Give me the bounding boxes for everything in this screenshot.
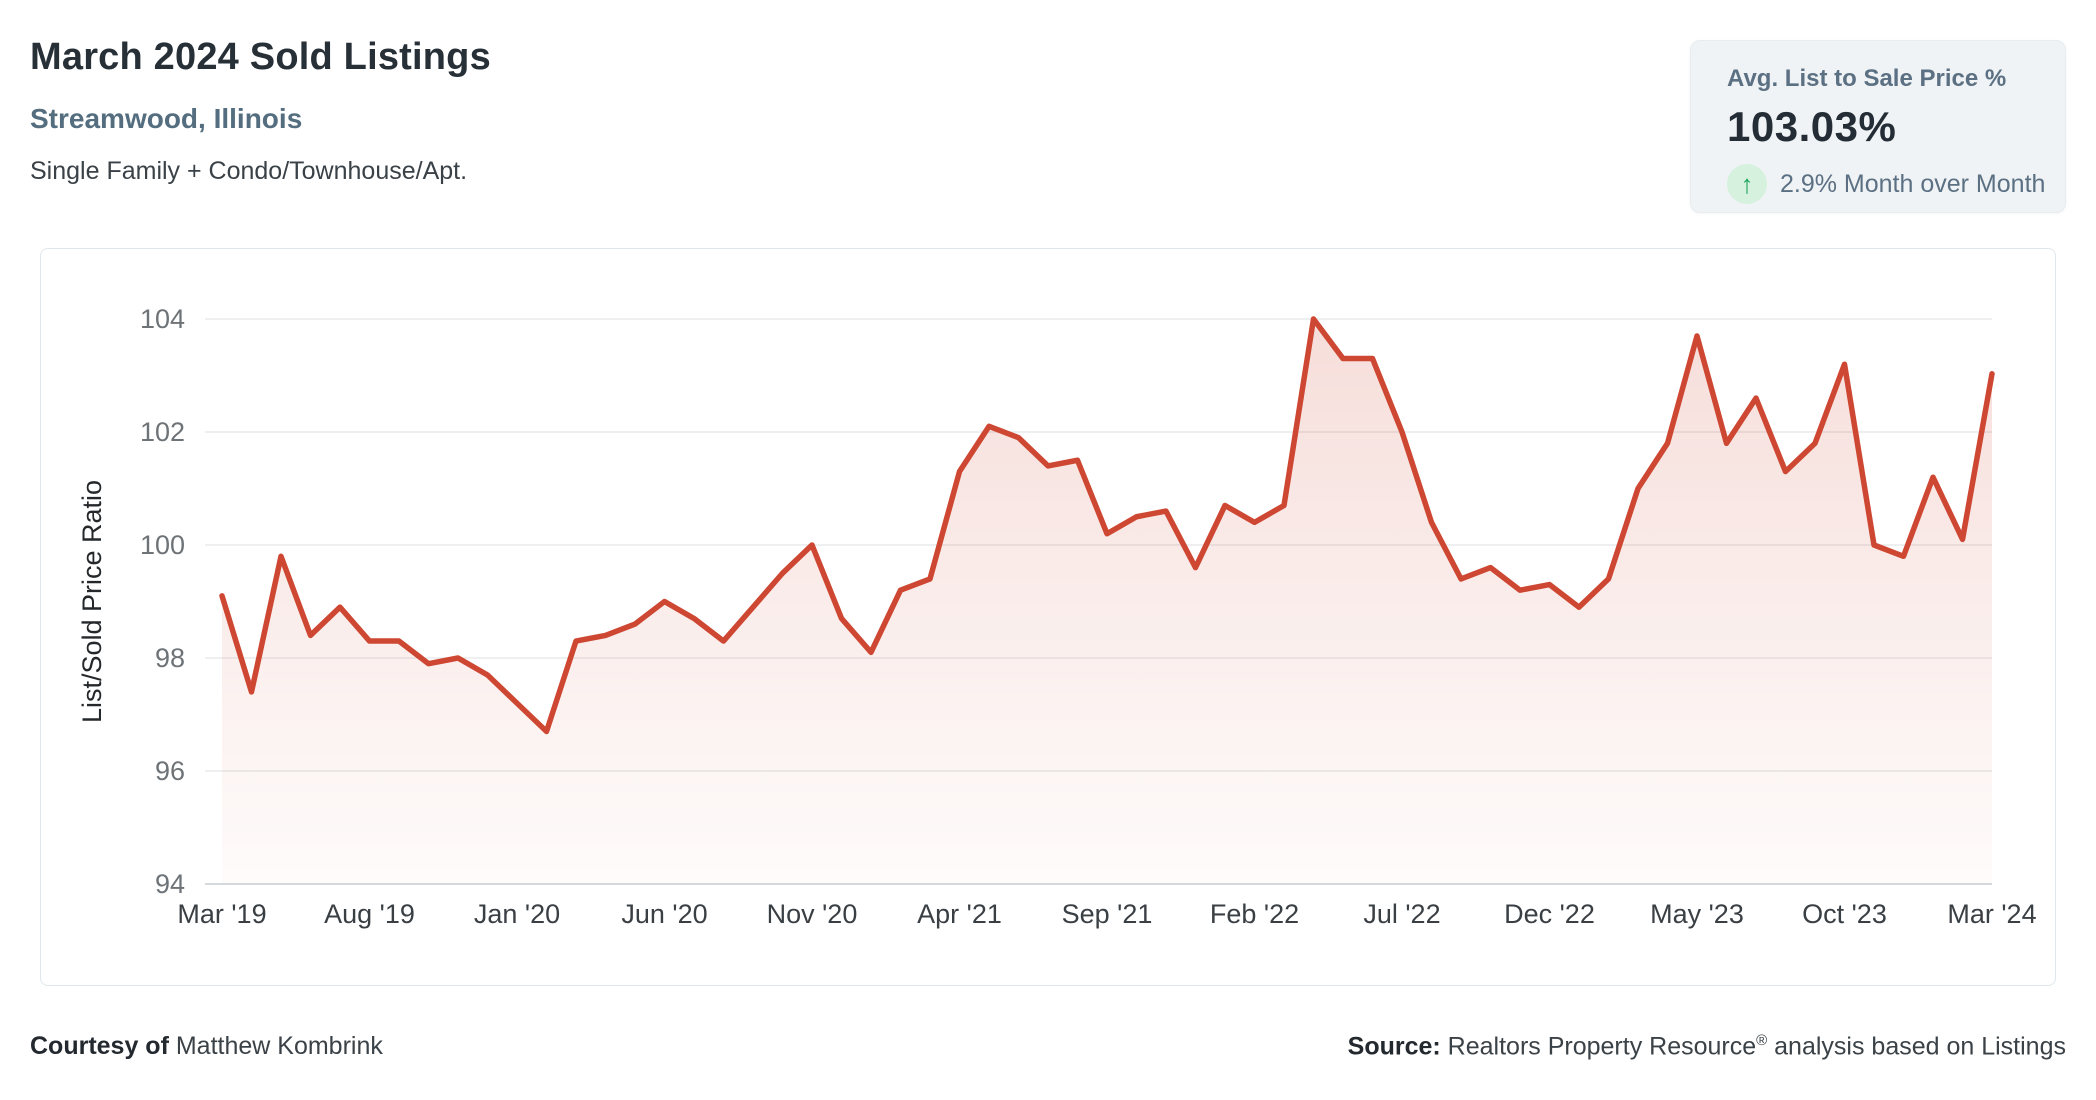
trend-up-icon: ↑ (1727, 164, 1767, 204)
svg-text:94: 94 (155, 869, 185, 899)
location-subtitle: Streamwood, Illinois (30, 103, 303, 134)
svg-text:100: 100 (140, 530, 185, 560)
svg-text:May '23: May '23 (1650, 899, 1744, 929)
courtesy-name: Matthew Kombrink (168, 1032, 383, 1060)
price-ratio-chart[interactable]: 94 96 98 100 102 104 List/Sold Price Ratio Mar … (41, 249, 2054, 984)
svg-text:Mar '19: Mar '19 (177, 899, 266, 929)
source-label: Source: (1347, 1032, 1441, 1061)
svg-text:102: 102 (140, 417, 185, 447)
svg-text:Apr '21: Apr '21 (917, 899, 1002, 929)
svg-text:Sep '21: Sep '21 (1062, 899, 1153, 929)
source-suffix: analysis based on Listings (1767, 1032, 2066, 1061)
svg-text:96: 96 (155, 756, 185, 786)
svg-text:Nov '20: Nov '20 (767, 899, 858, 929)
avg-list-to-sale-card: Avg. List to Sale Price % 103.03% ↑ 2.9%… (1690, 40, 2066, 213)
source-text: Source: Realtors Property Resource® anal… (1348, 1032, 2066, 1061)
svg-text:Dec '22: Dec '22 (1504, 899, 1595, 929)
svg-text:104: 104 (140, 304, 185, 334)
chart-panel: 94 96 98 100 102 104 List/Sold Price Ratio Mar … (40, 248, 2056, 986)
trend-text: 2.9% Month over Month (1780, 169, 2046, 198)
property-type-text: Single Family + Condo/Townhouse/Apt. (30, 157, 468, 185)
stat-label: Avg. List to Sale Price % (1727, 65, 2007, 92)
page-title: March 2024 Sold Listings (30, 36, 491, 78)
courtesy-text: Courtesy of Matthew Kombrink (30, 1032, 383, 1061)
svg-text:Mar '24: Mar '24 (1947, 899, 2036, 929)
svg-text:Oct '23: Oct '23 (1802, 899, 1887, 929)
svg-text:Jan '20: Jan '20 (474, 899, 560, 929)
stat-value: 103.03% (1727, 103, 1897, 150)
source-name: Realtors Property Resource (1440, 1032, 1757, 1061)
svg-text:Feb '22: Feb '22 (1210, 899, 1299, 929)
svg-text:List/Sold Price Ratio: List/Sold Price Ratio (77, 480, 107, 723)
svg-text:98: 98 (155, 643, 185, 673)
svg-text:Aug '19: Aug '19 (324, 899, 415, 929)
svg-text:Jun '20: Jun '20 (621, 899, 707, 929)
registered-mark: ® (1756, 1032, 1768, 1049)
stat-delta-row: ↑ 2.9% Month over Month (1727, 164, 2045, 204)
svg-text:Jul '22: Jul '22 (1363, 899, 1440, 929)
courtesy-label: Courtesy of (30, 1032, 169, 1060)
